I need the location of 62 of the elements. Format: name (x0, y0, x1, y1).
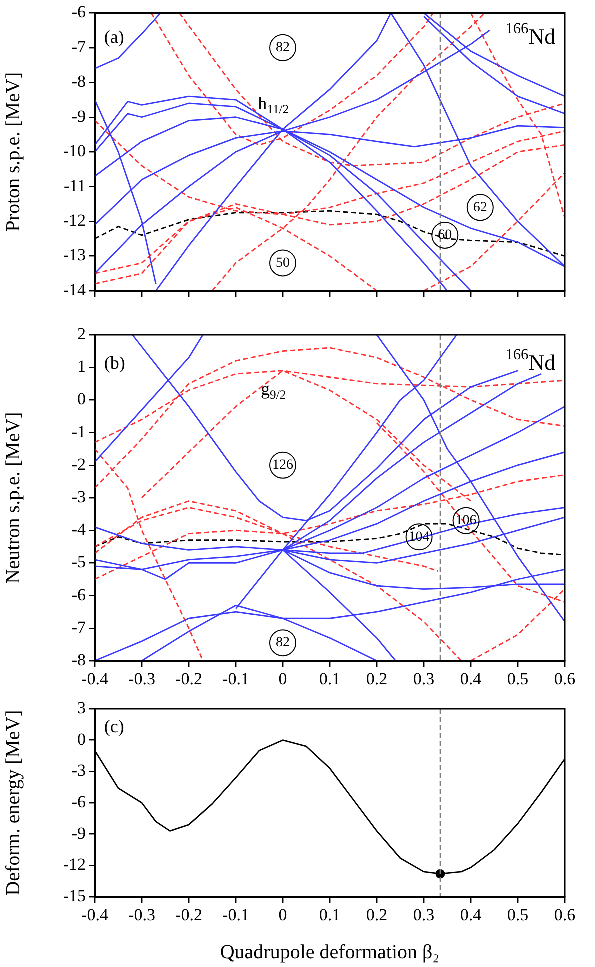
x-tick-label: -0.4 (82, 906, 109, 925)
y-tick-label: -7 (72, 37, 86, 56)
y-tick-label: -8 (72, 72, 86, 92)
x-tick-label: 0.1 (319, 906, 341, 925)
x-tick-label: -0.3 (128, 670, 156, 689)
y-tick-label: -6 (72, 2, 86, 22)
y-tick-label: -9 (72, 824, 86, 843)
annotation: 50 (276, 256, 290, 271)
y-tick-label: -6 (72, 792, 86, 812)
y-tick-label: 1 (78, 357, 86, 376)
x-tick-label: 0 (278, 906, 288, 925)
x-tick-label: 0.2 (366, 670, 388, 689)
annotation: (a) (104, 26, 124, 47)
x-tick-label: -0.1 (222, 670, 250, 689)
y-tick-label: -10 (63, 142, 86, 161)
y-axis-title: Deform. energy [MeV] (2, 710, 24, 896)
x-axis-title: Quadrupole deformation β₂ (220, 941, 440, 964)
y-axis-title: Proton s.p.e. [MeV] (2, 72, 24, 232)
y-tick-label: 0 (78, 730, 86, 749)
y-tick-label: 3 (78, 698, 86, 718)
annotation: 82 (276, 40, 290, 56)
y-tick-label: -8 (72, 650, 86, 670)
annotation: 126 (272, 458, 294, 474)
x-tick-label: 0.3 (413, 670, 435, 689)
y-tick-label: -4 (72, 520, 86, 540)
y-tick-label: -3 (72, 761, 86, 780)
x-tick-label: 0.1 (319, 670, 341, 689)
x-tick-label: -0.2 (176, 906, 202, 925)
y-tick-label: -7 (72, 618, 86, 637)
annotation: (b) (104, 353, 126, 374)
x-tick-label: -0.3 (128, 906, 156, 925)
y-tick-label: -12 (63, 855, 86, 874)
y-tick-label: -1 (72, 422, 86, 442)
annotation: 82 (276, 636, 290, 651)
x-tick-label: -0.1 (222, 906, 250, 925)
x-tick-label: 0.2 (366, 906, 388, 925)
y-tick-label: -15 (63, 886, 86, 906)
x-tick-label: -0.2 (176, 670, 202, 689)
annotation: 62 (473, 200, 488, 216)
x-tick-label: 0.3 (413, 906, 435, 925)
y-tick-label: -11 (64, 176, 86, 196)
y-tick-label: -13 (63, 246, 86, 265)
y-tick-label: -2 (72, 454, 86, 474)
y-tick-label: -14 (63, 280, 86, 300)
y-tick-label: 2 (78, 324, 86, 344)
x-tick-label: 0.4 (460, 670, 482, 689)
x-tick-label: 0.4 (460, 906, 482, 925)
x-tick-label: 0 (278, 670, 288, 689)
annotation: 60 (438, 228, 452, 244)
y-tick-label: -6 (72, 585, 86, 604)
x-tick-label: 0.6 (554, 670, 576, 689)
y-tick-label: -12 (63, 211, 86, 230)
y-tick-label: -3 (72, 487, 86, 506)
x-tick-label: 0.5 (507, 670, 529, 689)
x-tick-label: -0.4 (82, 670, 109, 689)
y-tick-label: -5 (72, 552, 86, 572)
y-tick-label: -9 (72, 106, 86, 126)
annotation: (c) (104, 716, 124, 737)
x-tick-label: 0.5 (507, 906, 529, 925)
x-tick-label: 0.6 (554, 906, 576, 925)
y-tick-label: 0 (78, 390, 86, 409)
y-axis-title: Neutron s.p.e. [MeV] (2, 412, 24, 584)
